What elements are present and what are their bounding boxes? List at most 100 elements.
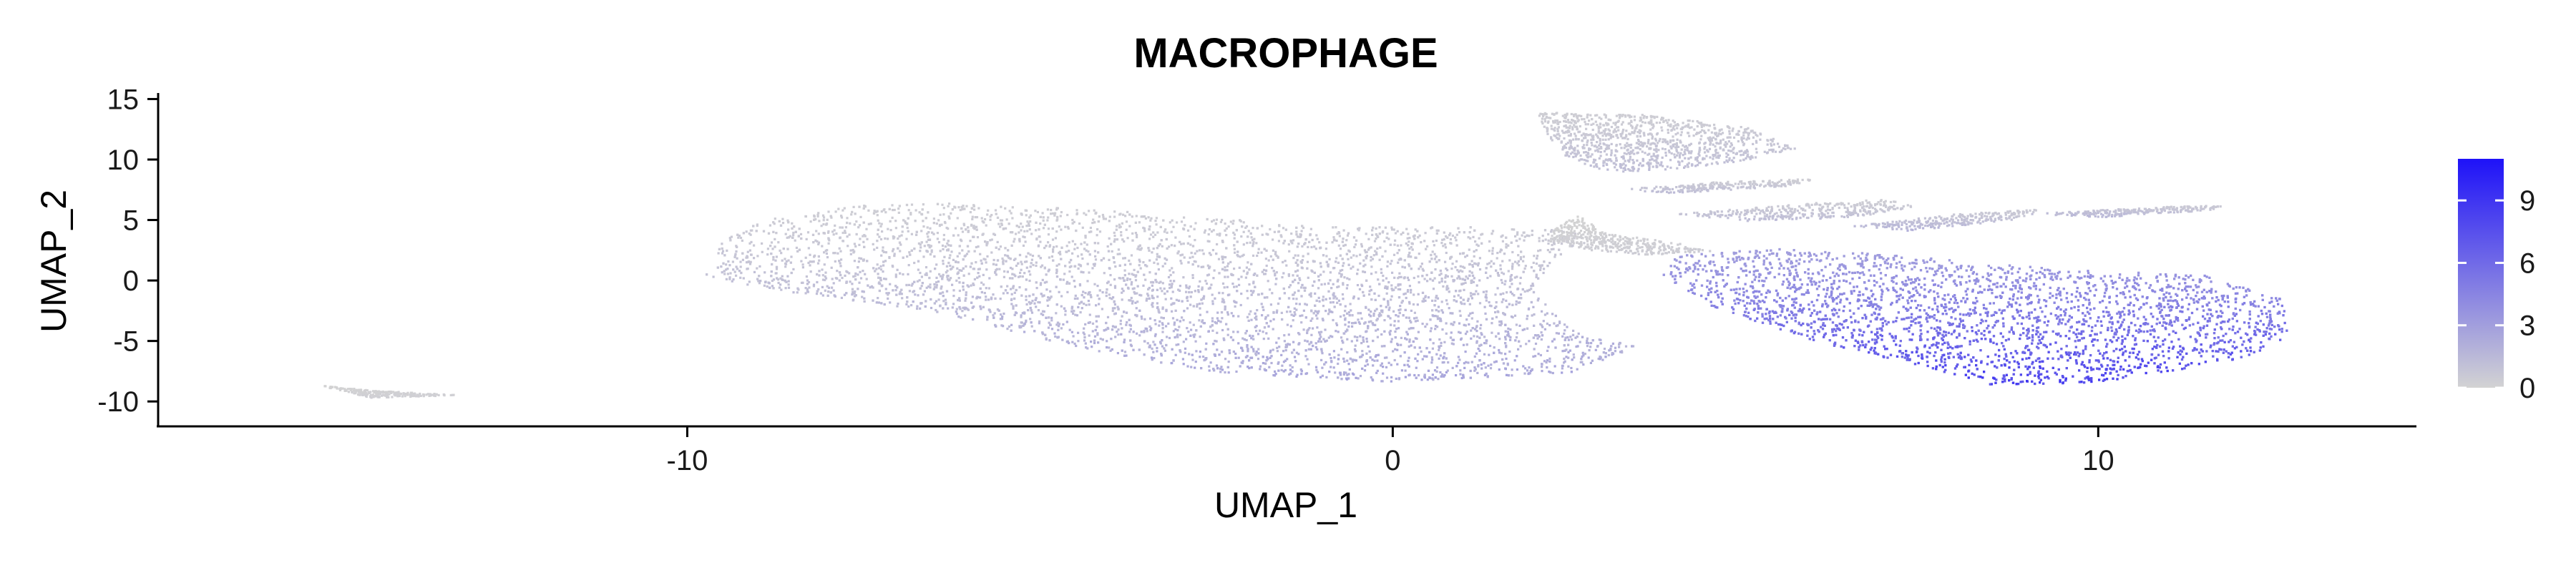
data-point xyxy=(1052,227,1054,230)
data-point xyxy=(1272,259,1274,261)
data-point xyxy=(1078,303,1080,305)
data-point xyxy=(1224,276,1226,278)
data-point xyxy=(1387,260,1389,263)
data-point xyxy=(986,213,988,215)
data-point xyxy=(892,289,894,291)
data-point xyxy=(1370,315,1372,317)
data-point xyxy=(986,243,988,245)
data-point xyxy=(1161,245,1163,248)
data-point xyxy=(779,250,781,252)
data-point xyxy=(1005,227,1007,230)
data-point xyxy=(1435,261,1438,263)
data-point xyxy=(1248,313,1250,315)
data-point xyxy=(1541,310,1543,313)
data-point xyxy=(862,241,864,243)
data-point xyxy=(1077,255,1079,258)
data-point xyxy=(1347,232,1350,235)
data-point xyxy=(1562,365,1564,367)
data-point xyxy=(1135,279,1137,281)
data-point xyxy=(1010,324,1013,326)
data-point xyxy=(1044,281,1046,283)
data-point xyxy=(1020,295,1023,297)
data-point xyxy=(1077,332,1079,334)
data-point xyxy=(1035,238,1038,240)
data-point xyxy=(1019,254,1021,256)
data-point xyxy=(967,250,970,253)
data-point xyxy=(1183,363,1185,365)
data-point xyxy=(1216,219,1218,221)
data-point xyxy=(761,243,763,245)
data-point xyxy=(1064,265,1066,267)
data-point xyxy=(899,291,902,293)
data-point xyxy=(1284,340,1286,342)
data-point xyxy=(1489,305,1491,307)
data-point xyxy=(1267,280,1269,282)
data-point xyxy=(1361,318,1363,320)
data-point xyxy=(882,270,884,273)
data-point xyxy=(1485,293,1487,295)
data-point xyxy=(1226,276,1229,278)
data-point xyxy=(1342,341,1344,343)
data-point xyxy=(1415,367,1418,369)
data-point xyxy=(1520,293,1522,295)
data-point xyxy=(835,232,837,235)
data-point xyxy=(1048,227,1050,230)
data-point xyxy=(1485,267,1488,269)
data-point xyxy=(1544,229,1546,231)
data-point xyxy=(948,257,950,259)
data-point xyxy=(1369,285,1371,288)
data-point xyxy=(1255,330,1257,332)
data-point xyxy=(1251,357,1253,359)
data-point xyxy=(956,268,958,270)
data-point xyxy=(910,304,912,306)
data-point xyxy=(1097,242,1099,244)
data-point xyxy=(927,235,929,238)
data-point xyxy=(1156,289,1158,291)
data-point xyxy=(1232,222,1234,225)
data-point xyxy=(1481,233,1483,235)
data-point xyxy=(1184,256,1186,258)
data-point xyxy=(1002,263,1004,265)
data-point xyxy=(1060,211,1063,213)
data-point xyxy=(1511,283,1513,285)
data-point xyxy=(901,297,903,299)
data-point xyxy=(1243,243,1245,245)
data-point xyxy=(1357,269,1359,271)
data-point xyxy=(907,305,909,308)
data-point xyxy=(1025,295,1027,298)
data-point xyxy=(1054,212,1056,215)
data-point xyxy=(867,210,869,212)
data-point xyxy=(995,209,997,211)
data-point xyxy=(1395,286,1397,288)
data-point xyxy=(1458,323,1460,325)
data-point xyxy=(1130,325,1132,327)
data-point xyxy=(1240,304,1242,306)
data-point xyxy=(1269,320,1272,322)
data-point xyxy=(1365,306,1367,308)
data-point xyxy=(1432,378,1434,381)
data-point xyxy=(1011,273,1013,275)
data-point xyxy=(1410,327,1413,329)
data-point xyxy=(1301,284,1303,286)
data-point xyxy=(1224,222,1226,225)
data-point xyxy=(1317,287,1319,289)
data-point xyxy=(785,233,787,235)
data-point xyxy=(1069,266,1071,268)
data-point xyxy=(818,270,820,272)
data-point xyxy=(746,256,748,258)
data-point xyxy=(1290,232,1292,235)
data-point xyxy=(1142,227,1144,229)
data-point xyxy=(1006,285,1008,288)
data-point xyxy=(892,265,894,267)
data-point xyxy=(1090,296,1092,298)
data-point xyxy=(1219,320,1221,323)
data-point xyxy=(1284,260,1287,262)
data-point xyxy=(1187,230,1189,232)
data-point xyxy=(1142,285,1144,287)
data-point xyxy=(1413,374,1415,376)
data-point xyxy=(1111,348,1113,351)
data-point xyxy=(1498,349,1500,351)
data-point xyxy=(1169,269,1171,271)
data-point xyxy=(1290,240,1292,242)
data-point xyxy=(935,300,937,303)
